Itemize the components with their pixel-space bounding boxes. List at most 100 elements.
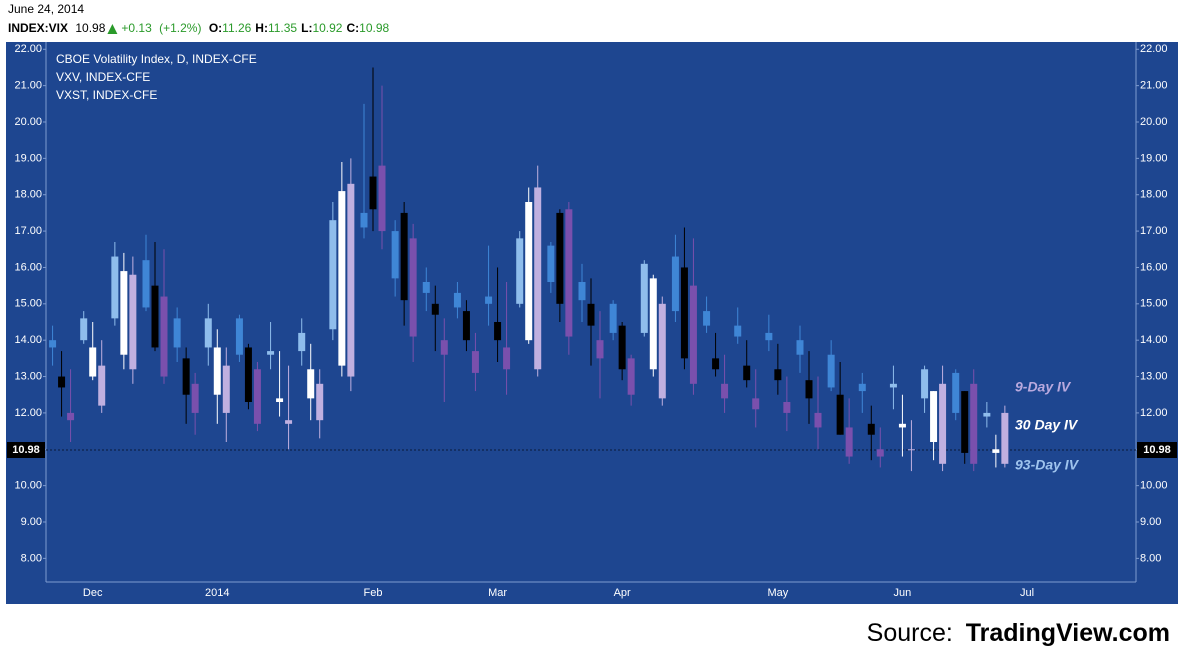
- candle-body: [765, 332, 773, 341]
- candle-body: [640, 263, 648, 333]
- y-tick-label: 18.00: [14, 189, 42, 201]
- candle-body: [98, 365, 106, 406]
- x-tick-label: Dec: [83, 587, 103, 599]
- candle-body: [400, 212, 408, 301]
- candle-body: [160, 296, 168, 377]
- y2-tick-label: 21.00: [1140, 80, 1168, 92]
- y-tick-label: 13.00: [14, 370, 42, 382]
- source-prefix: Source:: [867, 619, 953, 647]
- y2-tick-label: 16.00: [1140, 261, 1168, 273]
- candle-body: [329, 220, 337, 330]
- candle-body: [961, 391, 969, 453]
- candle-body: [876, 449, 884, 457]
- candle-body: [658, 303, 666, 399]
- candle-body: [462, 311, 470, 341]
- ohlc-value: 11.26: [222, 21, 251, 35]
- candle-body: [703, 311, 711, 326]
- candle-body: [347, 183, 355, 377]
- candle-body: [547, 245, 555, 282]
- legend-entry: VXST, INDEX-CFE: [56, 88, 157, 102]
- y2-tick-label: 15.00: [1140, 298, 1168, 310]
- x-tick-label: Feb: [364, 587, 383, 599]
- candle-body: [783, 402, 791, 413]
- last-price-label: 10.98: [1143, 444, 1171, 456]
- y-tick-label: 19.00: [14, 152, 42, 164]
- candle-body: [970, 383, 978, 464]
- y-tick-label: 14.00: [14, 334, 42, 346]
- candle-body: [814, 412, 822, 428]
- candle-body: [939, 383, 947, 464]
- date: June 24, 2014: [8, 2, 84, 16]
- candle-body: [578, 282, 586, 301]
- quote-line: INDEX:VIX 10.98: [8, 21, 106, 35]
- candle-body: [378, 165, 386, 232]
- candle-body: [992, 449, 1000, 453]
- x-tick-label: Mar: [488, 587, 507, 599]
- ohlc-key: H:: [255, 21, 268, 35]
- candle-body: [120, 271, 128, 355]
- y2-tick-label: 12.00: [1140, 407, 1168, 419]
- x-tick-label: Jul: [1020, 587, 1034, 599]
- candle-body: [142, 260, 150, 308]
- candle-body: [191, 383, 199, 413]
- candle-body: [921, 369, 929, 399]
- legend-entry: VXV, INDEX-CFE: [56, 70, 150, 84]
- y2-tick-label: 20.00: [1140, 116, 1168, 128]
- candle-body: [111, 256, 119, 319]
- candle-body: [267, 351, 275, 355]
- candle-body: [587, 303, 595, 326]
- candle-body: [58, 376, 66, 388]
- y2-tick-label: 19.00: [1140, 152, 1168, 164]
- candle-body: [827, 354, 835, 388]
- quote-change: +0.13 (+1.2%) O:11.26 H:11.35 L:10.92 C:10.…: [121, 21, 389, 35]
- y-tick-label: 20.00: [14, 116, 42, 128]
- y2-tick-label: 22.00: [1140, 43, 1168, 55]
- ohlc-value: 10.98: [359, 21, 389, 35]
- candle-body: [298, 332, 306, 352]
- candle-body: [453, 292, 461, 308]
- candle-body: [204, 318, 212, 348]
- candle-body: [285, 420, 293, 424]
- y-tick-label: 22.00: [14, 43, 42, 55]
- candle-body: [391, 231, 399, 279]
- candle-body: [867, 423, 875, 435]
- candle-body: [49, 340, 57, 348]
- candle-body: [129, 274, 137, 370]
- source: Source: TradingView.com: [867, 619, 1170, 647]
- y-tick-label: 10.00: [14, 480, 42, 492]
- candle-body: [422, 282, 430, 293]
- y-tick-label: 16.00: [14, 261, 42, 273]
- candle-body: [182, 358, 190, 395]
- candle-body: [494, 322, 502, 341]
- candle-body: [649, 278, 657, 370]
- y-tick-label: 12.00: [14, 407, 42, 419]
- last: 10.98: [75, 21, 105, 35]
- candle-body: [712, 358, 720, 370]
- annotation: 9-Day IV: [1015, 379, 1072, 395]
- symbol: INDEX:VIX: [8, 21, 68, 35]
- candle-body: [213, 347, 221, 395]
- candle-body: [952, 372, 960, 413]
- candle-body: [485, 296, 493, 304]
- change-pct: (+1.2%): [159, 21, 201, 35]
- candle-body: [845, 427, 853, 457]
- candle-body: [369, 176, 377, 210]
- candle-body: [89, 347, 97, 377]
- candle-body: [596, 340, 604, 359]
- candle-body: [889, 383, 897, 388]
- y-tick-label: 9.00: [21, 516, 42, 528]
- last-price-label: 10.98: [12, 444, 40, 456]
- candle-body: [805, 380, 813, 399]
- candle-body: [627, 358, 635, 395]
- candle-body: [556, 212, 564, 304]
- y2-tick-label: 13.00: [1140, 370, 1168, 382]
- candle-body: [1001, 412, 1009, 464]
- candle-body: [609, 303, 617, 333]
- candle-body: [338, 191, 346, 366]
- y-tick-label: 21.00: [14, 80, 42, 92]
- change: +0.13: [121, 21, 152, 35]
- x-tick-label: May: [767, 587, 788, 599]
- candle-body: [983, 412, 991, 417]
- candle-body: [721, 383, 729, 399]
